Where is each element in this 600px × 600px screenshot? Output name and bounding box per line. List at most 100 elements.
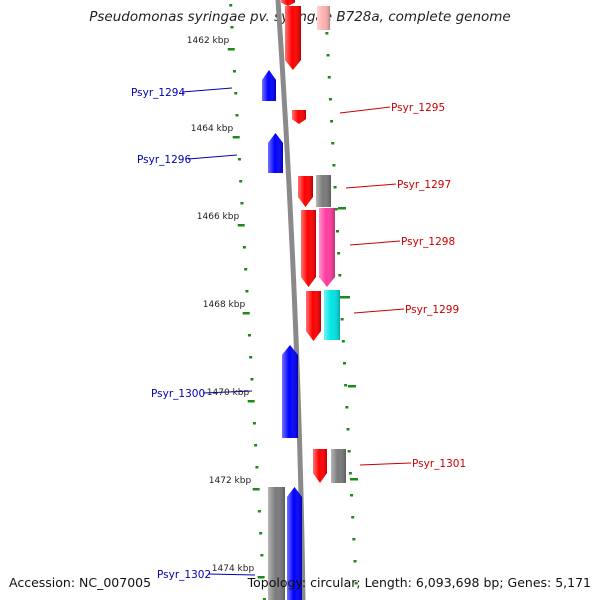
gene-leader-line <box>339 106 391 114</box>
gene-labels: Psyr_1294 Psyr_1295 Psyr_1296 Psyr_1297 Psyr… <box>131 87 466 581</box>
gene-features <box>262 0 346 600</box>
scale-tick <box>332 164 336 167</box>
scale-tick <box>328 98 332 101</box>
scale-tick <box>354 582 358 585</box>
scale-tick <box>249 356 253 359</box>
scale-label: 1462 kbp <box>187 36 230 46</box>
gene-feature-shading <box>268 487 285 600</box>
scale-tick <box>337 252 341 255</box>
gene-leader-line <box>353 308 405 314</box>
scale-tick <box>235 114 239 117</box>
scale-tick <box>262 598 266 600</box>
gene-leader-line <box>207 573 256 576</box>
scale-tick <box>344 384 348 387</box>
gene-label-psyr-1299[interactable]: Psyr_1299 <box>405 304 459 316</box>
scale-tick <box>339 296 343 299</box>
gene-feature-shading <box>285 6 301 70</box>
scale-tick <box>326 54 330 57</box>
gene-label-psyr-1302[interactable]: Psyr_1302 <box>157 569 211 581</box>
scale-tick <box>252 422 256 425</box>
scale-tick <box>232 136 240 139</box>
gene-psyr-1302-shading <box>287 487 302 600</box>
scale-tick <box>247 400 255 403</box>
scale-tick <box>338 274 342 277</box>
scale-label: 1468 kbp <box>203 300 246 310</box>
scale-tick <box>230 26 234 29</box>
gene-label-psyr-1300[interactable]: Psyr_1300 <box>151 388 205 400</box>
scale-tick <box>342 296 350 299</box>
gene-label-psyr-1295[interactable]: Psyr_1295 <box>391 102 445 114</box>
scale-tick <box>350 494 354 497</box>
scale-tick <box>237 224 245 227</box>
scale-tick <box>257 576 265 579</box>
scale-label: 1466 kbp <box>197 212 240 222</box>
scale-tick <box>333 186 337 189</box>
gene-label-psyr-1294[interactable]: Psyr_1294 <box>131 87 185 99</box>
gene-psyr-1297-shading <box>298 176 313 207</box>
gene-label-psyr-1297[interactable]: Psyr_1297 <box>397 179 451 191</box>
scale-tick <box>348 385 356 388</box>
scale-tick <box>242 246 246 249</box>
gene-leader-line <box>202 390 253 394</box>
scale-tick <box>348 472 352 475</box>
scale-tick <box>341 340 345 343</box>
gene-feature-shading <box>281 0 295 6</box>
scale-tick <box>325 32 329 35</box>
gene-psyr-1298-shading <box>301 210 316 287</box>
scale-tick <box>335 230 339 233</box>
gene-label-psyr-1296[interactable]: Psyr_1296 <box>137 154 191 166</box>
scale-tick <box>247 334 251 337</box>
gene-feature-shading <box>319 208 335 287</box>
scale-label: 1470 kbp <box>207 388 250 398</box>
gene-label-psyr-1301[interactable]: Psyr_1301 <box>412 458 466 470</box>
gene-feature-shading <box>317 6 330 30</box>
scale-tick <box>353 560 357 563</box>
genome-summary: Topology: circular; Length: 6,093,698 bp… <box>247 575 591 590</box>
gene-leader-line <box>359 462 412 466</box>
tick-marks <box>227 4 358 600</box>
gene-leader-line <box>181 87 233 93</box>
scale-label: 1472 kbp <box>209 476 252 486</box>
scale-tick <box>345 406 349 409</box>
scale-tick <box>245 290 249 293</box>
gene-psyr-1294-shading <box>262 70 276 101</box>
scale-tick <box>330 120 334 123</box>
scale-tick <box>244 268 248 271</box>
gene-psyr-1301-shading <box>313 449 327 483</box>
gene-feature-shading <box>324 290 340 340</box>
accession-text: Accession: NC_007005 <box>9 575 152 590</box>
scale-tick <box>340 318 344 321</box>
scale-tick <box>350 478 358 481</box>
scale-tick <box>327 76 331 79</box>
scale-tick <box>346 428 350 431</box>
scale-tick <box>254 444 258 447</box>
scale-tick <box>342 362 346 365</box>
scale-tick <box>259 532 263 535</box>
scale-tick <box>260 554 264 557</box>
scale-tick <box>250 378 254 381</box>
scale-tick <box>347 450 351 453</box>
scale-tick <box>237 158 241 161</box>
scale-label: 1464 kbp <box>191 124 234 134</box>
gene-psyr-1295-shading <box>292 110 306 124</box>
scale-tick <box>239 180 243 183</box>
scale-tick <box>352 538 356 541</box>
scale-tick <box>334 208 338 211</box>
scale-tick <box>351 516 355 519</box>
gene-label-psyr-1298[interactable]: Psyr_1298 <box>401 236 455 248</box>
gene-psyr-1299-shading <box>306 291 321 341</box>
gene-leader-line <box>187 154 238 160</box>
scale-tick <box>257 510 261 513</box>
scale-tick <box>234 92 238 95</box>
scale-tick <box>232 70 236 73</box>
scale-labels: 1462 kbp 1464 kbp 1466 kbp 1468 kbp 1470 kbp… <box>187 36 255 574</box>
scale-tick <box>255 466 259 469</box>
gene-leader-line <box>345 183 397 189</box>
scale-tick <box>338 207 346 210</box>
gene-feature-shading <box>316 175 331 207</box>
gene-leader-line <box>349 240 401 246</box>
scale-tick <box>240 202 244 205</box>
scale-tick <box>229 4 233 7</box>
scale-label: 1474 kbp <box>212 564 255 574</box>
